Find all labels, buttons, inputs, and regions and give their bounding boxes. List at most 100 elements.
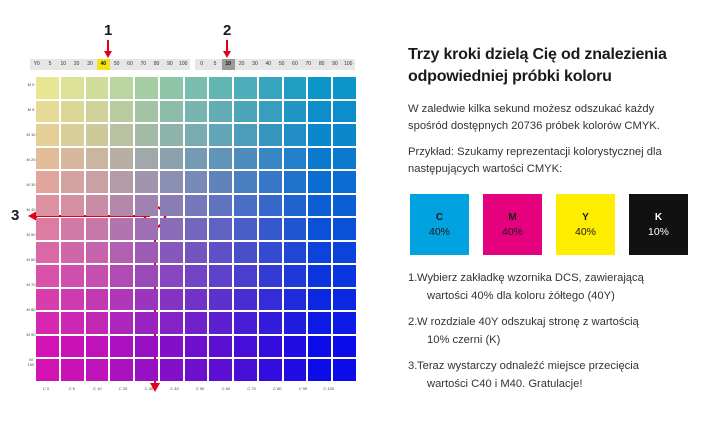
color-swatch (333, 218, 356, 240)
color-swatch (36, 147, 59, 170)
color-swatch (60, 100, 84, 123)
yellow-scale-tick: 40 (96, 59, 110, 70)
color-swatch (60, 265, 84, 287)
color-swatch (258, 77, 282, 99)
color-swatch (283, 288, 307, 311)
color-swatch (308, 241, 332, 264)
black-scale-tick: 100 (344, 61, 353, 67)
color-swatch (283, 265, 307, 287)
color-swatch (135, 77, 158, 99)
color-swatch (36, 241, 59, 264)
color-swatch (283, 241, 307, 264)
color-swatch (209, 241, 233, 264)
step-3-marker: 3 (11, 207, 20, 224)
color-swatch (159, 335, 183, 358)
color-swatch (209, 218, 233, 240)
color-swatch (159, 265, 183, 287)
yellow-scale-tick: Y0 (33, 61, 40, 67)
color-swatch (308, 147, 332, 170)
swatch-magenta-letter: M (508, 211, 517, 223)
swatch-black-letter: K (654, 211, 663, 223)
step-item-3: 3. Teraz wystarczy odnaleźć miejsce prze… (408, 357, 708, 393)
arrow-step2-head (223, 51, 231, 58)
color-swatch (159, 359, 183, 381)
swatch-magenta: M 40% (483, 194, 542, 255)
color-swatch (333, 288, 356, 311)
color-swatch (234, 147, 257, 170)
column-label: C 30 (144, 386, 154, 391)
row-label: M 50 (26, 232, 36, 237)
color-swatch (85, 100, 109, 123)
color-swatch (209, 265, 233, 287)
color-swatch (85, 171, 109, 193)
color-swatch (333, 171, 356, 193)
color-swatch (184, 77, 208, 99)
color-swatch (85, 241, 109, 264)
color-swatch (234, 265, 257, 287)
color-swatch (234, 100, 257, 123)
color-swatch (110, 335, 134, 358)
color-swatch (135, 171, 158, 193)
swatch-black-value: 10% (647, 225, 669, 238)
black-scale-tick: 0 (200, 61, 204, 67)
color-swatch (135, 100, 158, 123)
column-label: C 5 (68, 386, 75, 391)
color-swatch (110, 265, 134, 287)
column-label: C 70 (247, 386, 256, 391)
row-label: M 10 (26, 132, 36, 137)
color-swatch (184, 241, 208, 264)
yellow-scale-tick: 90 (167, 61, 173, 67)
color-swatch (184, 335, 208, 358)
color-swatch (209, 312, 233, 334)
row-label: M 0 (27, 82, 35, 87)
steps-list: 1. Wybierz zakładkę wzornika DCS, zawier… (408, 269, 708, 393)
color-swatch (209, 100, 233, 123)
color-swatch (184, 288, 208, 311)
color-swatch (36, 171, 59, 193)
color-swatch (110, 241, 134, 264)
color-swatch (135, 147, 158, 170)
column-label: C 100 (323, 386, 335, 391)
color-swatch (333, 265, 356, 287)
color-swatch (209, 77, 233, 99)
color-swatch (85, 218, 109, 240)
example-line-2: następujących wartości CMYK: (408, 163, 563, 175)
swatch-yellow: Y 40% (556, 194, 615, 255)
yellow-scale-tick: 20 (73, 61, 80, 67)
color-swatch (258, 241, 282, 264)
step-3-line-2: wartości C40 i M40. Gratulacje! (427, 378, 583, 390)
column-label: C 10 (93, 386, 102, 391)
color-swatch (60, 359, 84, 381)
yellow-scale-tick: 5 (48, 61, 52, 67)
color-swatch (209, 171, 233, 193)
black-scale-tick: 40 (265, 61, 272, 67)
column-label: C 50 (195, 386, 205, 391)
color-swatch (258, 171, 282, 193)
column-label: C 40 (170, 386, 179, 391)
color-swatch (283, 147, 307, 170)
intro-line-2: spośród dostępnych 20736 próbek kolorów … (408, 120, 660, 132)
color-swatch (184, 194, 208, 217)
color-swatch (85, 312, 109, 334)
color-swatch (234, 171, 257, 193)
step-2-line-2: 10% czerni (K) (427, 334, 501, 346)
color-swatch (234, 218, 257, 240)
color-swatch (184, 265, 208, 287)
color-swatch (234, 241, 257, 264)
color-swatch (283, 171, 307, 193)
column-label: C 80 (273, 386, 282, 391)
yellow-scale-tick: 50 (113, 61, 120, 67)
color-swatch (110, 147, 134, 170)
color-swatch (159, 288, 183, 311)
color-swatch (184, 218, 208, 240)
color-swatch (60, 218, 84, 240)
color-swatch (36, 194, 59, 217)
black-scale-tick: 5 (213, 61, 217, 67)
step-1-marker: 1 (104, 22, 113, 39)
color-swatch (308, 171, 332, 193)
color-swatch (308, 288, 332, 311)
color-swatch (60, 147, 84, 170)
title-line-1: Trzy kroki dzielą Cię od znalezienia (408, 46, 667, 63)
column-label: C 20 (118, 386, 128, 391)
color-swatch (308, 100, 332, 123)
